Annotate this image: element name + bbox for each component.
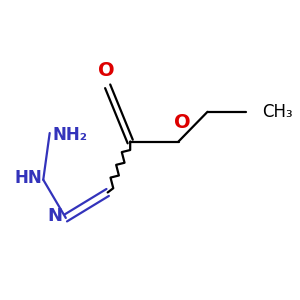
Text: CH₃: CH₃ bbox=[262, 103, 293, 121]
Text: HN: HN bbox=[15, 169, 43, 187]
Text: N: N bbox=[47, 207, 62, 225]
Text: NH₂: NH₂ bbox=[53, 126, 88, 144]
Text: O: O bbox=[98, 61, 114, 80]
Text: O: O bbox=[174, 113, 191, 132]
